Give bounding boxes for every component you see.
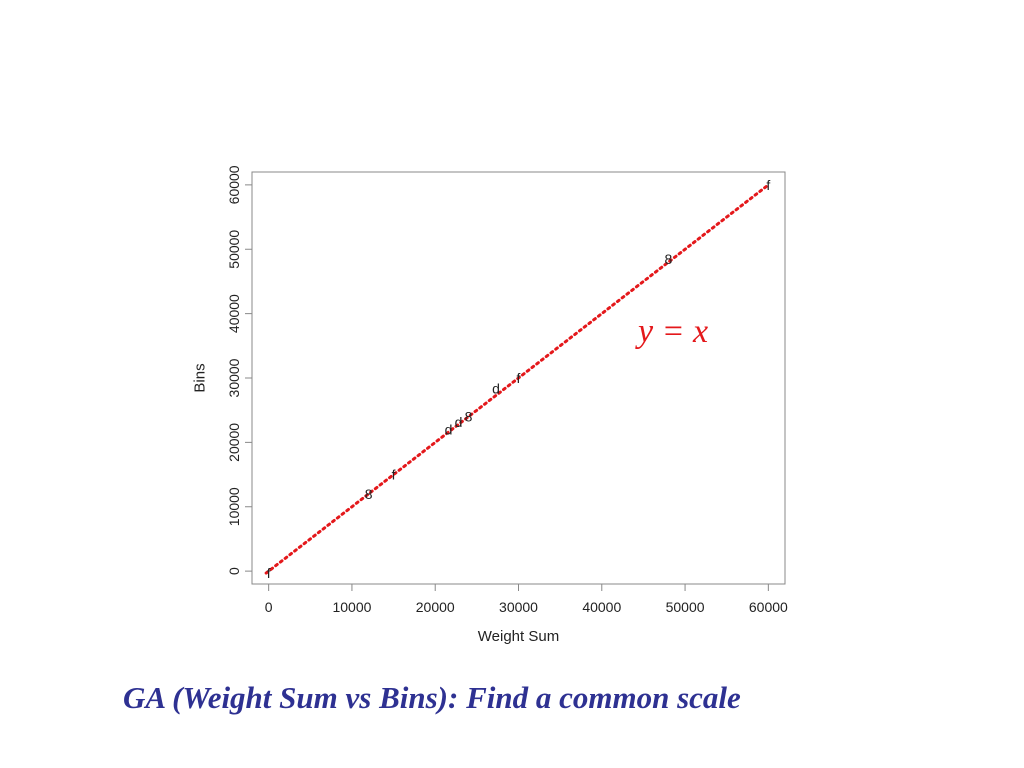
data-point: d [455, 414, 463, 430]
y-axis-title: Bins [192, 363, 209, 392]
y-tick-label: 60000 [226, 165, 242, 204]
y-axis-ticks: 0 10000 20000 30000 40000 50000 60000 [226, 165, 252, 575]
x-tick-label: 20000 [416, 599, 455, 615]
data-point: d [492, 380, 500, 396]
x-tick-label: 60000 [749, 599, 788, 615]
x-tick-label: 50000 [666, 599, 705, 615]
reference-line-annotation: y = x [635, 313, 708, 350]
x-tick-label: 40000 [582, 599, 621, 615]
data-point: f [267, 565, 271, 581]
x-tick-label: 10000 [332, 599, 371, 615]
y-tick-label: 30000 [226, 358, 242, 397]
x-tick-label: 0 [265, 599, 273, 615]
y-tick-label: 10000 [226, 487, 242, 526]
data-point: 8 [665, 251, 673, 267]
data-point: d [445, 422, 453, 438]
x-tick-label: 30000 [499, 599, 538, 615]
data-point: f [766, 177, 770, 193]
y-tick-label: 40000 [226, 294, 242, 333]
y-tick-label: 0 [226, 567, 242, 575]
data-point: 8 [465, 409, 473, 425]
reference-line-y-equals-x [264, 183, 770, 575]
slide-caption: GA (Weight Sum vs Bins): Find a common s… [123, 680, 741, 715]
x-axis-title: Weight Sum [478, 628, 559, 645]
data-point: f [392, 467, 396, 483]
data-point: 8 [365, 486, 373, 502]
y-tick-label: 50000 [226, 230, 242, 269]
y-tick-label: 20000 [226, 423, 242, 462]
scatter-plot: 0 10000 20000 30000 40000 50000 60000 0 10000 20… [192, 165, 789, 645]
x-axis-ticks: 0 10000 20000 30000 40000 50000 60000 [265, 584, 788, 615]
data-point: f [517, 370, 521, 386]
